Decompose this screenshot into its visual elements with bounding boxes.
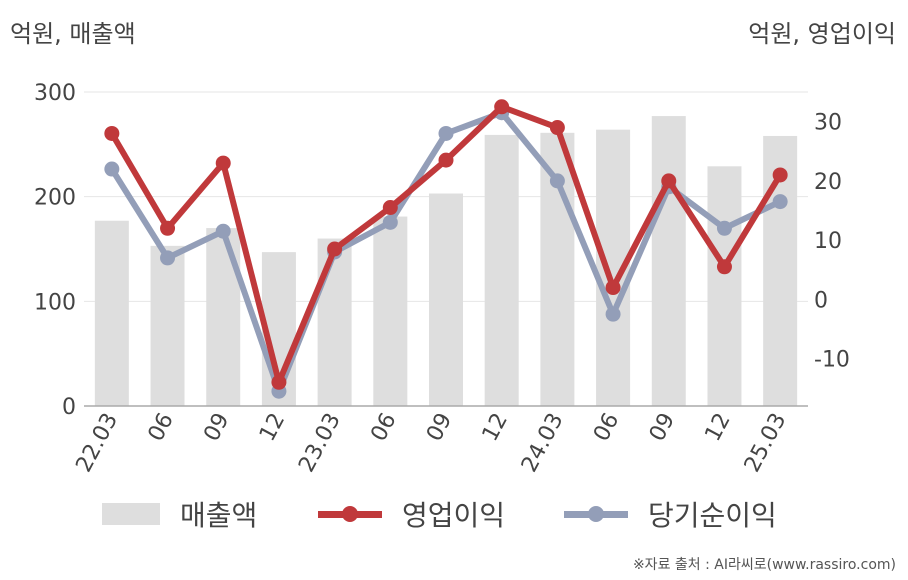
point-net-income (716, 220, 732, 236)
right-axis-unit: 억원, 영업이익 (748, 20, 896, 48)
left-axis-unit: 억원, 매출액 (10, 20, 136, 48)
bar-sales (373, 216, 408, 406)
point-net-income (215, 223, 231, 239)
x-tick-label: 24.03 (517, 409, 569, 476)
point-net-income (382, 214, 398, 230)
legend: 매출액 영업이익 당기순이익 (0, 494, 908, 534)
y-right-tick-label: 30 (814, 111, 842, 136)
point-net-income (605, 306, 621, 322)
y-right-tick-label: -10 (814, 348, 850, 373)
bar-sales (317, 238, 352, 406)
point-net-income (438, 125, 454, 141)
x-tick-label: 06 (589, 409, 624, 445)
point-operating-profit (271, 374, 287, 390)
x-tick-label: 06 (144, 409, 179, 445)
bar-sales (429, 193, 463, 406)
bar-sales (707, 166, 742, 406)
legend-item-operating-profit: 영업이익 (318, 494, 505, 534)
legend-item-net-income: 당기순이익 (564, 494, 777, 534)
x-tick-label: 23.03 (294, 409, 346, 476)
point-operating-profit (549, 120, 565, 136)
point-operating-profit (160, 220, 176, 236)
bar-sales (651, 116, 686, 406)
point-net-income (772, 194, 788, 210)
x-tick-label: 25.03 (740, 409, 792, 476)
legend-swatch-operating-profit (318, 503, 382, 525)
y-right-tick-label: 0 (814, 288, 828, 313)
legend-item-sales: 매출액 (102, 494, 257, 534)
point-operating-profit (772, 167, 788, 183)
point-net-income (549, 173, 565, 189)
bar-sales (150, 245, 185, 406)
point-operating-profit (104, 125, 120, 141)
source-credit: ※자료 출처 : AI라씨로(www.rassiro.com) (632, 557, 896, 573)
y-left-tick-label: 300 (34, 81, 76, 106)
legend-label-net-income: 당기순이익 (648, 499, 777, 532)
x-tick-label: 09 (199, 409, 234, 445)
x-tick-label: 09 (422, 409, 457, 445)
x-tick-label: 12 (701, 409, 736, 445)
y-left-tick-label: 0 (62, 395, 76, 420)
y-right-tick-label: 20 (814, 170, 842, 195)
x-tick-label: 12 (478, 409, 513, 445)
point-net-income (160, 250, 176, 266)
x-tick-label: 22.03 (72, 409, 124, 476)
y-right-tick-label: 10 (814, 229, 842, 254)
bar-sales (94, 220, 129, 406)
legend-label-operating-profit: 영업이익 (402, 499, 506, 532)
point-operating-profit (661, 173, 677, 189)
point-operating-profit (215, 155, 231, 171)
x-tick-label: 12 (255, 409, 290, 445)
x-tick-label: 06 (366, 409, 401, 445)
bar-sales (484, 134, 519, 406)
point-operating-profit (382, 200, 398, 216)
point-operating-profit (716, 259, 732, 275)
legend-swatch-net-income (564, 503, 628, 525)
y-left-tick-label: 100 (34, 290, 76, 315)
legend-label-sales: 매출액 (180, 499, 258, 532)
point-operating-profit (494, 99, 510, 115)
legend-swatch-sales (102, 503, 160, 525)
y-left-tick-label: 200 (34, 186, 76, 211)
point-operating-profit (327, 241, 343, 257)
point-net-income (104, 161, 120, 177)
x-tick-label: 09 (645, 409, 680, 445)
bar-sales (206, 228, 241, 406)
point-operating-profit (438, 152, 454, 168)
point-operating-profit (605, 280, 621, 296)
